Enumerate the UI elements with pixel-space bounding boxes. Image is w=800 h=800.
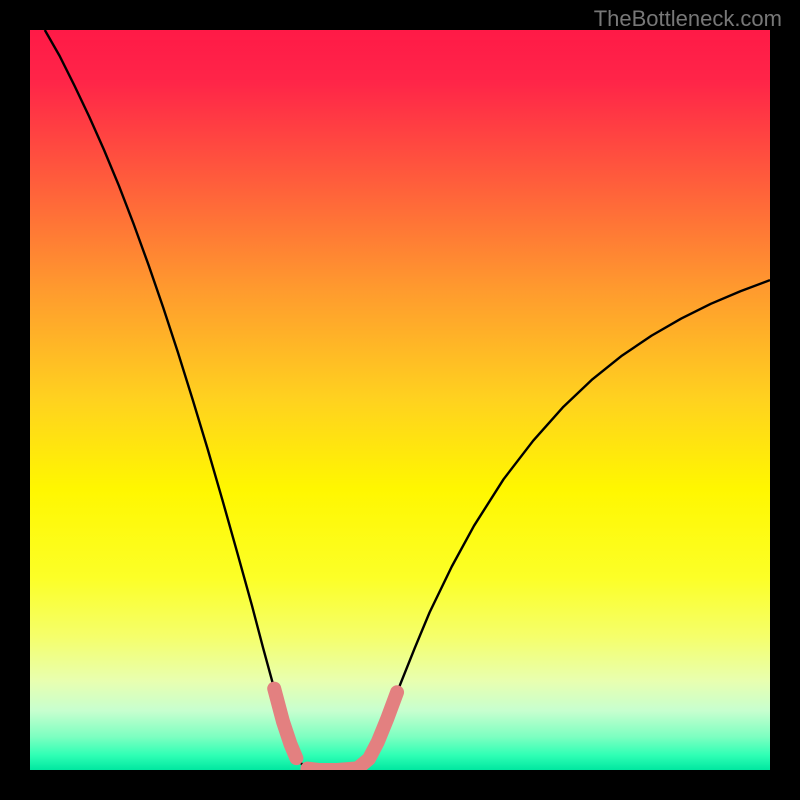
watermark-text: TheBottleneck.com: [594, 6, 782, 32]
highlight-segment-1: [308, 769, 356, 770]
highlight-segment-0: [274, 689, 296, 759]
highlight-segment-2: [360, 692, 397, 766]
chart-svg-layer: [0, 0, 800, 800]
bottleneck-curve: [45, 30, 770, 770]
